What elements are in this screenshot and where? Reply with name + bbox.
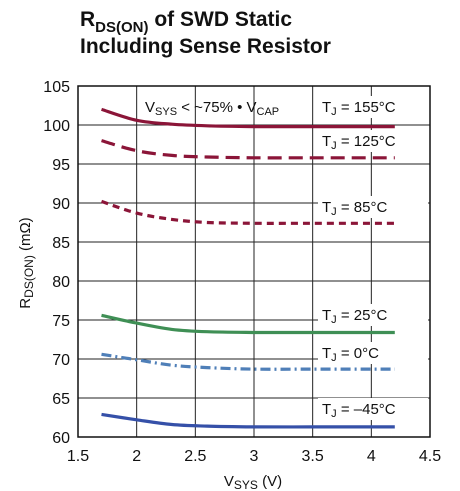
title-main: R <box>80 8 96 31</box>
x-tick-label: 2.5 <box>184 448 206 465</box>
y-tick-label: 85 <box>52 235 70 252</box>
ylabel-rest: (mΩ) <box>17 217 34 255</box>
plot-frame <box>77 85 431 438</box>
series-label-bg <box>318 398 428 420</box>
annot-v-sub: SYS <box>155 106 177 118</box>
y-tick-label: 75 <box>52 313 70 330</box>
title-rest: of SWD Static <box>148 8 293 31</box>
y-tick-label: 65 <box>52 391 70 408</box>
annot-mid: < ~75% • V <box>177 99 256 116</box>
xlabel-sub: SYS <box>234 478 258 491</box>
y-tick-label: 105 <box>43 79 70 96</box>
y-axis-label: RDS(ON) (mΩ) <box>17 217 36 308</box>
series-label-bg <box>318 304 428 326</box>
x-tick-label: 3.5 <box>302 448 324 465</box>
y-tick-label: 60 <box>52 430 70 447</box>
series-label: TJ = 155°C <box>322 99 396 118</box>
series-label: TJ = 25°C <box>322 307 387 326</box>
series-line <box>100 199 395 225</box>
chart-title-line-1: RDS(ON) of SWD Static <box>80 8 293 36</box>
xlabel-main: V <box>224 473 234 490</box>
y-tick-label: 90 <box>52 196 70 213</box>
chart-title-line-2: Including Sense Resistor <box>80 35 331 58</box>
x-tick-label: 4.5 <box>419 448 441 465</box>
x-tick-label: 1.5 <box>67 448 89 465</box>
series-line <box>101 352 395 371</box>
series-line <box>101 139 395 160</box>
series-label-bg <box>318 196 428 218</box>
xlabel-rest: (V) <box>258 473 282 490</box>
x-tick-label: 4 <box>367 448 376 465</box>
series-line <box>101 107 395 129</box>
x-tick-label: 3 <box>250 448 259 465</box>
series-label: TJ = 85°C <box>322 199 387 218</box>
series-label-bg <box>318 342 428 364</box>
series-label: TJ = –45°C <box>322 401 396 420</box>
annot-cap-sub: CAP <box>257 106 280 118</box>
y-tick-label: 95 <box>52 157 70 174</box>
x-tick-label: 2 <box>132 448 141 465</box>
condition-annotation: VSYS < ~75% • VCAP <box>145 99 279 118</box>
annot-v: V <box>145 99 155 116</box>
series-labels: TJ = 155°C TJ = 125°C TJ = 85°C TJ = 25°C TJ… <box>318 96 428 420</box>
series-layer <box>100 107 395 429</box>
series-label: TJ = 125°C <box>322 133 396 152</box>
series-label-bg <box>318 130 428 152</box>
y-tick-label: 80 <box>52 274 70 291</box>
ylabel-sub: DS(ON) <box>22 255 36 298</box>
series-line <box>101 313 395 335</box>
title-subscript: DS(ON) <box>95 19 149 36</box>
ylabel-main: R <box>17 298 34 309</box>
tick-labels: 1.5 2 2.5 3 3.5 4 4.5 60 65 70 75 80 85 90 95 100 105 <box>43 79 441 465</box>
series-label: TJ = 0°C <box>322 345 379 364</box>
series-label-bg <box>318 96 428 118</box>
y-tick-label: 100 <box>43 118 70 135</box>
x-axis-label: VSYS (V) <box>224 473 282 491</box>
series-line <box>101 412 395 429</box>
y-tick-label: 70 <box>52 352 70 369</box>
